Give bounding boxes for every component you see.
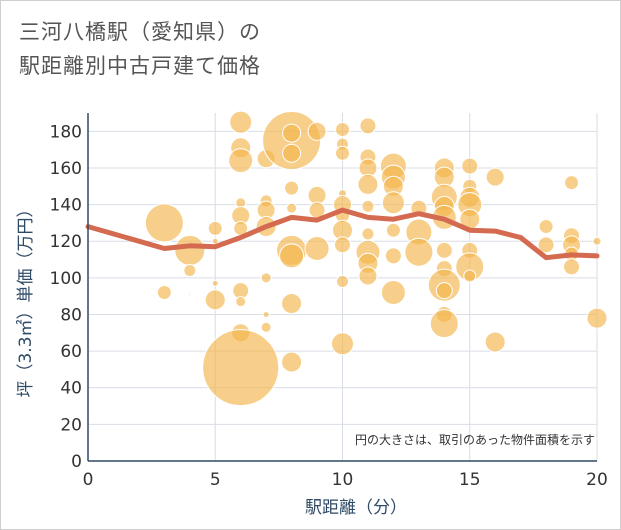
- data-bubble: [156, 284, 172, 300]
- x-axis-label: 駅距離（分）: [305, 498, 407, 518]
- data-bubble: [586, 307, 608, 329]
- data-bubble: [282, 123, 302, 143]
- x-tick-label: 15: [459, 470, 481, 490]
- data-bubble: [359, 117, 377, 135]
- bubbles: [144, 110, 608, 407]
- data-bubble: [307, 121, 327, 141]
- data-bubble: [384, 247, 402, 265]
- data-bubble: [260, 272, 272, 284]
- data-bubble: [284, 180, 300, 196]
- data-bubble: [381, 191, 405, 215]
- data-bubble: [484, 331, 506, 353]
- data-bubble: [286, 202, 298, 214]
- data-bubble: [537, 236, 555, 254]
- y-tick-label: 40: [60, 379, 82, 399]
- axes: 0 20 40 60 80 100 120 140 160 180 0 5 10 15 20: [50, 113, 608, 490]
- y-tick-label: 120: [50, 232, 82, 252]
- x-tick-label: 0: [83, 470, 94, 490]
- data-bubble: [358, 266, 378, 286]
- x-tick-label: 5: [210, 470, 221, 490]
- data-bubble: [183, 264, 197, 278]
- data-bubble: [279, 243, 305, 269]
- data-bubble: [260, 321, 272, 333]
- title-line-1: 三河八橋駅（愛知県）の: [19, 20, 261, 44]
- data-bubble: [435, 282, 453, 300]
- data-bubble: [461, 157, 479, 175]
- data-bubble: [188, 292, 192, 296]
- chart-title: 三河八橋駅（愛知県）の 駅距離別中古戸建て価格: [19, 15, 261, 83]
- data-bubble: [331, 332, 354, 356]
- y-tick-label: 20: [60, 415, 82, 435]
- data-bubble: [463, 269, 477, 283]
- y-tick-label: 100: [50, 269, 82, 289]
- data-bubble: [563, 258, 581, 276]
- data-bubble: [235, 296, 247, 308]
- data-bubble: [385, 222, 401, 238]
- data-bubble: [281, 292, 303, 314]
- y-tick-label: 80: [60, 305, 82, 325]
- y-tick-label: 60: [60, 342, 82, 362]
- y-tick-label: 0: [71, 452, 82, 472]
- data-bubble: [429, 309, 459, 339]
- data-bubble: [485, 167, 505, 187]
- y-tick-label: 160: [50, 159, 82, 179]
- data-bubble: [357, 173, 379, 195]
- data-bubble: [204, 289, 226, 311]
- data-bubble: [229, 110, 253, 134]
- data-bubble: [304, 236, 330, 262]
- title-line-2: 駅距離別中古戸建て価格: [19, 54, 261, 78]
- data-bubble: [435, 241, 453, 259]
- data-bubble: [207, 220, 223, 236]
- data-bubble: [144, 203, 184, 243]
- y-axis-label: 坪（3.3㎡）単価（万円）: [16, 200, 36, 397]
- data-bubble: [538, 219, 554, 235]
- data-bubble: [334, 236, 351, 254]
- data-bubble: [211, 279, 219, 287]
- data-bubble: [336, 275, 349, 289]
- size-note: 円の大きさは、取引のあった物件面積を示す: [355, 432, 595, 447]
- y-tick-label: 180: [50, 122, 82, 142]
- data-bubble: [361, 199, 375, 213]
- data-bubble: [282, 143, 302, 163]
- data-bubble: [335, 121, 350, 137]
- data-bubble: [262, 310, 270, 318]
- x-tick-label: 10: [332, 470, 354, 490]
- data-bubble: [404, 237, 434, 267]
- data-bubble: [564, 175, 580, 191]
- data-bubble: [380, 279, 406, 305]
- trend-line: [85, 207, 600, 261]
- data-bubble: [361, 227, 375, 241]
- data-bubble: [281, 351, 303, 373]
- data-bubble: [228, 148, 254, 174]
- data-bubble: [174, 234, 206, 266]
- x-tick-label: 20: [586, 470, 608, 490]
- data-bubble: [335, 145, 350, 161]
- y-tick-label: 140: [50, 196, 82, 216]
- data-bubble: [592, 236, 602, 246]
- data-bubble: [202, 329, 280, 407]
